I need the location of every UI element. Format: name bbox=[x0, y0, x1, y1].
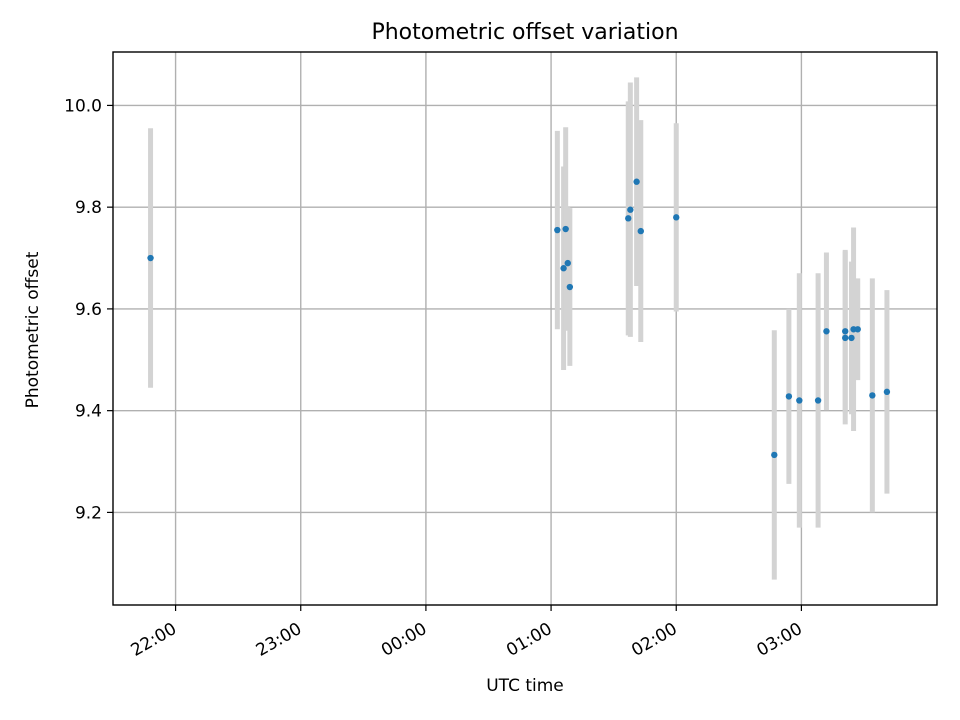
data-point bbox=[814, 397, 822, 404]
x-tick-label: 02:00 bbox=[628, 619, 680, 661]
data-point bbox=[771, 451, 778, 459]
data-point bbox=[785, 393, 793, 400]
data-point bbox=[869, 392, 876, 399]
y-tick-label: 9.6 bbox=[75, 300, 102, 320]
data-point bbox=[673, 214, 680, 221]
y-tick-label: 9.2 bbox=[75, 503, 102, 523]
y-axis-ticks: 9.2 9.4 9.6 9.8 10.0 bbox=[64, 96, 113, 523]
x-tick-label: 00:00 bbox=[378, 619, 430, 661]
data-point bbox=[633, 178, 640, 185]
error-bars bbox=[148, 77, 890, 580]
data-point bbox=[147, 254, 154, 262]
data-point bbox=[842, 334, 849, 342]
y-tick-label: 9.4 bbox=[75, 402, 102, 422]
data-point bbox=[554, 226, 561, 234]
data-point bbox=[564, 259, 571, 267]
data-point bbox=[883, 388, 891, 396]
data-point bbox=[562, 225, 569, 233]
data-point bbox=[566, 283, 574, 291]
y-tick-label: 10.0 bbox=[64, 96, 102, 116]
data-point bbox=[854, 326, 861, 333]
data-point bbox=[560, 265, 567, 272]
y-axis-label: Photometric offset bbox=[23, 251, 43, 408]
x-axis-ticks: 22:00 23:00 00:00 01:00 02:00 03:00 bbox=[128, 605, 806, 661]
data-point bbox=[625, 215, 632, 222]
plot-frame bbox=[112, 51, 938, 606]
x-axis-label: UTC time bbox=[486, 676, 564, 696]
x-tick-label: 03:00 bbox=[753, 619, 805, 661]
x-tick-label: 23:00 bbox=[253, 619, 305, 661]
data-point bbox=[848, 334, 855, 342]
x-tick-label: 01:00 bbox=[503, 619, 555, 661]
x-tick-label: 22:00 bbox=[128, 619, 180, 661]
data-point bbox=[627, 206, 634, 213]
data-point bbox=[637, 227, 644, 235]
y-tick-label: 9.8 bbox=[75, 198, 102, 218]
data-point bbox=[842, 328, 849, 335]
data-points bbox=[147, 178, 891, 459]
data-point bbox=[796, 397, 803, 404]
data-point bbox=[823, 328, 830, 335]
chart-title: Photometric offset variation bbox=[371, 20, 678, 45]
grid bbox=[113, 52, 937, 605]
